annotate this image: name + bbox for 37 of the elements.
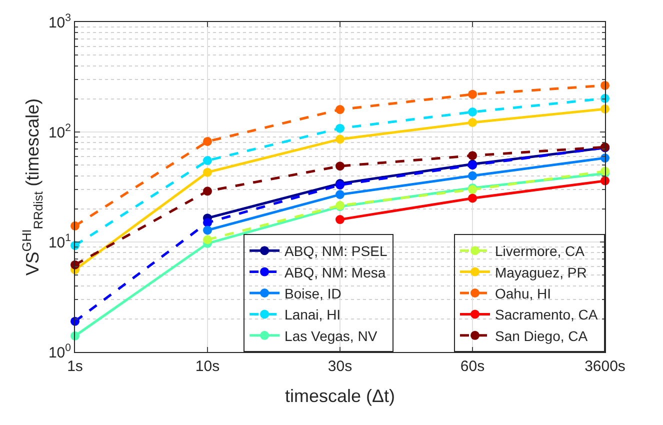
y-tick-label: 10$^{1}$	[48, 232, 72, 252]
x-tick-label: 30s	[328, 358, 352, 375]
point	[336, 162, 344, 171]
x-tick-label: 3600s	[584, 358, 626, 375]
point	[203, 226, 212, 235]
legend-label: Oahu, HI	[495, 285, 552, 302]
x-axis-title: timescale (Δt)	[284, 386, 396, 406]
x-tick-label: 10s	[195, 358, 220, 375]
legend-label: ABQ, NM: Mesa	[284, 264, 386, 280]
point	[203, 186, 212, 196]
point	[336, 105, 344, 114]
point	[203, 235, 212, 244]
y-tick-label: 10$^{2}$	[48, 122, 72, 142]
point	[468, 171, 477, 180]
point	[336, 190, 344, 200]
y-tick-label: 10$^{3}$	[48, 12, 72, 32]
legend-label: Sacramento, CA	[495, 306, 598, 323]
legend-label: Mayaguez, PR	[495, 264, 587, 280]
point	[468, 90, 477, 99]
point	[203, 168, 212, 177]
point	[336, 134, 344, 144]
point	[468, 151, 477, 160]
legend-label: Boise, ID	[284, 285, 342, 302]
point	[468, 108, 477, 116]
legend-label: ABQ, NM: PSEL	[284, 243, 388, 260]
legend-label: San Diego, CA	[495, 328, 588, 344]
legend-label: Lanai, HI	[284, 306, 341, 323]
x-tick-label: 60s	[460, 358, 485, 375]
point	[203, 218, 212, 228]
point	[336, 215, 344, 224]
point	[336, 124, 344, 133]
point	[203, 156, 212, 166]
legend-label: Livermore, CA	[495, 243, 586, 260]
point	[468, 118, 477, 127]
point	[203, 136, 212, 146]
legend-label: Las Vegas, NV	[284, 328, 378, 344]
point	[468, 194, 477, 203]
